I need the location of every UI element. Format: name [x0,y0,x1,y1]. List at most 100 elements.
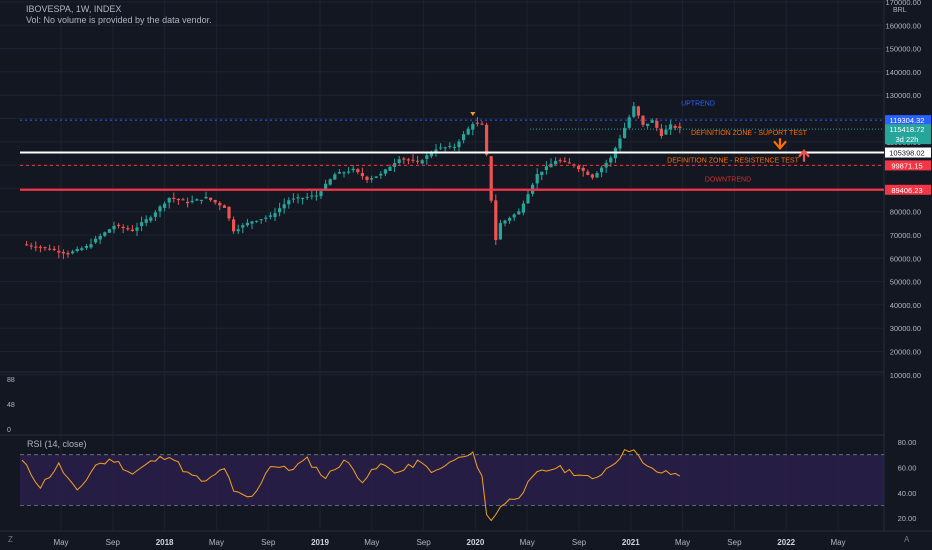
candle-body[interactable] [199,199,203,201]
candle-body[interactable] [130,229,134,231]
candle-body[interactable] [296,197,300,199]
candle-body[interactable] [117,224,121,226]
candle-body[interactable] [75,248,79,252]
candle-body[interactable] [314,195,318,197]
candle-body[interactable] [126,228,130,230]
candle-body[interactable] [264,217,268,219]
candle-body[interactable] [310,195,314,197]
candle-body[interactable] [176,198,180,201]
candle-body[interactable] [144,219,148,223]
candle-body[interactable] [34,246,38,248]
candle-body[interactable] [241,225,245,228]
candle-body[interactable] [259,219,263,221]
candle-body[interactable] [452,146,456,148]
candle-body[interactable] [347,171,351,173]
candle-body[interactable] [48,248,52,250]
candle-body[interactable] [365,176,369,181]
candle-body[interactable] [618,138,622,149]
candle-body[interactable] [425,155,429,159]
candle-body[interactable] [383,169,387,174]
candle-body[interactable] [167,197,171,203]
candle-body[interactable] [567,162,571,164]
candle-body[interactable] [632,106,636,117]
candle-body[interactable] [429,152,433,157]
candle-body[interactable] [503,220,507,224]
candle-body[interactable] [443,147,447,149]
candle-body[interactable] [360,173,364,177]
candle-body[interactable] [84,245,88,248]
rsi-pane[interactable] [20,448,884,522]
candle-body[interactable] [255,220,259,222]
candle-body[interactable] [521,203,525,213]
price-pane[interactable]: UPTREND DEFINITION ZONE - SUPORT TEST DEFI… [20,101,884,260]
candle-body[interactable] [268,215,272,217]
candle-body[interactable] [434,149,438,153]
candle-body[interactable] [282,204,286,209]
auto-scale-icon[interactable]: A [904,535,910,544]
candle-body[interactable] [627,117,631,128]
candle-body[interactable] [236,229,240,232]
candle-body[interactable] [273,213,277,218]
candle-body[interactable] [227,206,231,219]
candle-body[interactable] [669,124,673,130]
candle-body[interactable] [374,176,378,178]
candle-body[interactable] [370,178,374,180]
candle-body[interactable] [52,248,56,250]
candle-body[interactable] [80,248,84,251]
candle-body[interactable] [590,174,594,178]
candle-body[interactable] [172,197,176,199]
candle-body[interactable] [291,198,295,200]
candle-body[interactable] [563,160,567,162]
candle-body[interactable] [38,246,42,248]
candle-body[interactable] [94,238,98,243]
candle-body[interactable] [379,173,383,176]
candle-body[interactable] [25,244,29,246]
candle-body[interactable] [186,201,190,204]
candle-body[interactable] [498,223,502,240]
candle-body[interactable] [650,120,654,123]
candle-body[interactable] [673,125,677,128]
candle-body[interactable] [245,222,249,226]
candle-body[interactable] [190,200,194,203]
candle-body[interactable] [301,197,305,199]
candle-body[interactable] [554,160,558,165]
candle-body[interactable] [112,225,116,230]
candle-body[interactable] [448,145,452,147]
candle-body[interactable] [471,124,475,130]
candle-body[interactable] [204,196,208,199]
candle-body[interactable] [457,141,461,148]
candle-body[interactable] [466,128,470,135]
candle-body[interactable] [664,129,668,135]
candle-body[interactable] [66,253,70,255]
rsi-line[interactable] [21,448,681,522]
candle-body[interactable] [439,147,443,149]
candle-body[interactable] [494,200,498,241]
candle-body[interactable] [356,169,360,173]
candle-body[interactable] [222,205,226,208]
candle-body[interactable] [480,123,484,125]
candle-body[interactable] [411,159,415,161]
candle-body[interactable] [526,194,530,204]
candle-body[interactable] [397,159,401,164]
candle-body[interactable] [581,167,585,171]
candle-body[interactable] [641,115,645,125]
candle-body[interactable] [328,179,332,185]
candle-body[interactable] [209,197,213,201]
candle-body[interactable] [158,206,162,212]
candle-body[interactable] [406,159,410,161]
candle-body[interactable] [485,124,489,155]
candle-body[interactable] [604,162,608,168]
candle-body[interactable] [163,203,167,208]
candle-body[interactable] [595,173,599,178]
candle-body[interactable] [659,128,663,136]
candle-body[interactable] [517,211,521,215]
candle-body[interactable] [121,226,125,229]
candle-body[interactable] [535,174,539,184]
candle-body[interactable] [623,127,627,138]
candle-body[interactable] [351,168,355,171]
candle-body[interactable] [107,229,111,233]
candle-body[interactable] [250,221,254,224]
candle-body[interactable] [153,212,157,217]
candle-body[interactable] [600,167,604,173]
